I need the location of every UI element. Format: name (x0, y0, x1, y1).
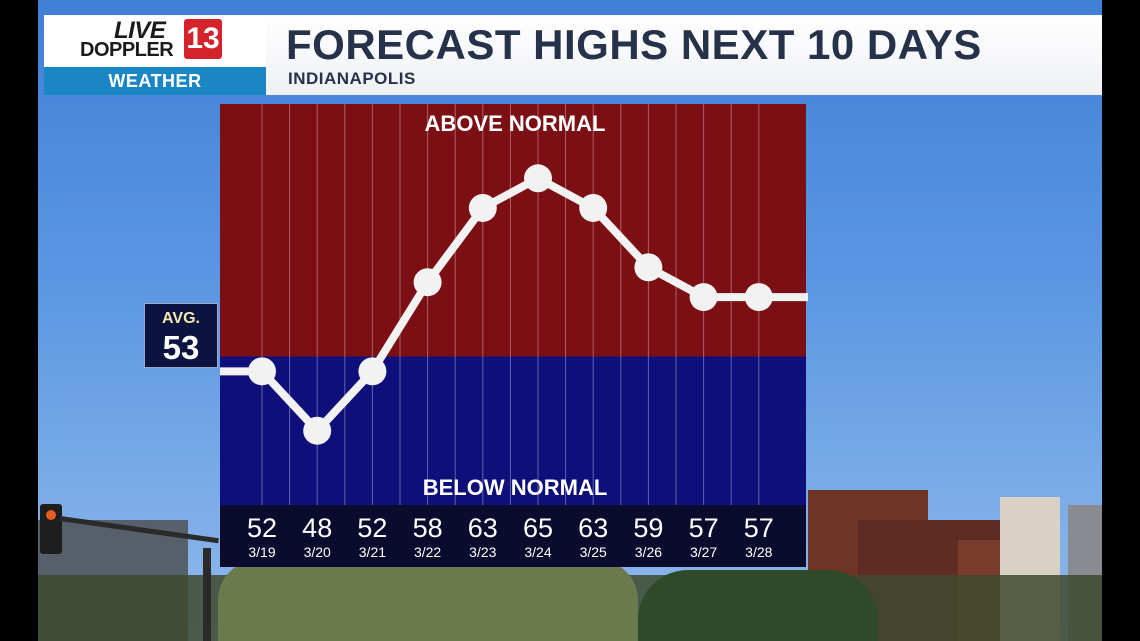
data-point (358, 357, 387, 386)
average-value: 53 (162, 329, 200, 366)
date-label: 3/26 (635, 544, 662, 560)
date-label: 3/21 (359, 544, 386, 560)
average-badge: AVG. 53 (144, 303, 218, 368)
date-label: 3/24 (524, 544, 551, 560)
date-label: 3/20 (304, 544, 331, 560)
title-panel: FORECAST HIGHS NEXT 10 DAYS INDIANAPOLIS (266, 15, 1102, 95)
average-label: AVG. (162, 310, 200, 327)
data-point (689, 283, 718, 312)
value-label: 52 (357, 513, 387, 543)
date-label: 3/25 (580, 544, 607, 560)
above-normal-region (220, 104, 806, 357)
signal-pole (203, 548, 211, 641)
page-subtitle: INDIANAPOLIS (288, 69, 416, 88)
page-title: FORECAST HIGHS NEXT 10 DAYS (286, 21, 982, 68)
value-label: 63 (468, 513, 498, 543)
data-point (413, 268, 442, 297)
data-point (524, 164, 552, 193)
value-label: 65 (523, 513, 553, 543)
header-banner: LIVE DOPPLER 13 WEATHER FORECAST HIGHS N… (44, 15, 1102, 95)
date-label: 3/28 (745, 544, 772, 560)
traffic-light (46, 510, 56, 520)
logo-doppler-text: DOPPLER (80, 39, 174, 61)
value-label: 52 (247, 513, 277, 543)
values-strip (220, 505, 806, 567)
data-point (579, 193, 608, 222)
data-point (248, 357, 276, 386)
value-label: 48 (302, 513, 332, 543)
logo-live-text: LIVE (114, 17, 166, 44)
trees (638, 570, 878, 641)
trees (218, 560, 638, 641)
above-normal-label: ABOVE NORMAL (425, 111, 606, 136)
below-normal-label: BELOW NORMAL (423, 475, 608, 500)
logo-channel-number: 13 (184, 19, 222, 59)
data-point (634, 253, 663, 282)
station-logo: LIVE DOPPLER 13 WEATHER (44, 15, 266, 95)
value-label: 63 (578, 513, 608, 543)
value-label: 57 (689, 513, 719, 543)
traffic-light (40, 504, 62, 554)
value-label: 59 (633, 513, 663, 543)
data-point (744, 283, 773, 312)
date-label: 3/22 (414, 544, 441, 560)
date-label: 3/27 (690, 544, 717, 560)
date-label: 3/23 (469, 544, 496, 560)
value-label: 58 (413, 513, 443, 543)
date-label: 3/19 (248, 544, 275, 560)
logo-weather-bar: WEATHER (44, 67, 266, 95)
value-label: 57 (744, 513, 774, 543)
data-point (303, 416, 332, 445)
data-point (468, 193, 497, 222)
